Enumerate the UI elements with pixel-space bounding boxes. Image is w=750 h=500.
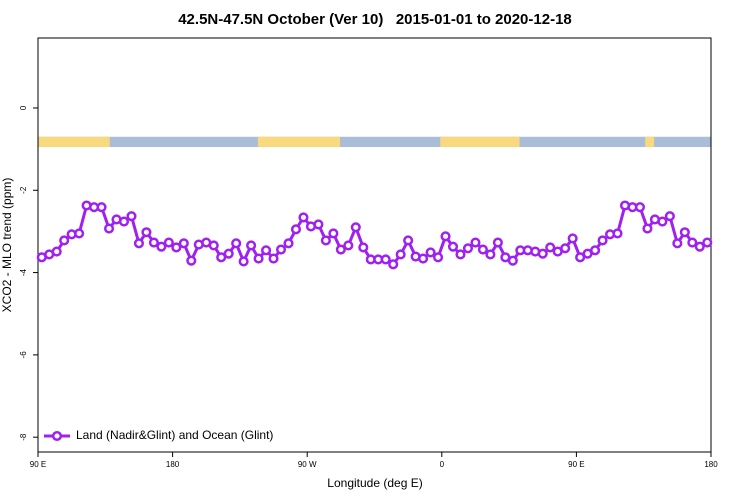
land-band xyxy=(645,136,655,148)
data-point xyxy=(186,255,197,266)
x-tick-label: 90 E xyxy=(568,460,584,469)
data-point xyxy=(350,222,361,233)
data-point xyxy=(246,240,257,251)
data-point xyxy=(261,245,272,256)
land-band xyxy=(38,136,110,148)
data-point xyxy=(642,223,653,234)
y-tick-label: -8 xyxy=(19,433,28,441)
x-axis-label: Longitude (deg E) xyxy=(327,476,422,490)
data-point xyxy=(59,235,70,246)
data-point xyxy=(275,244,287,255)
data-point xyxy=(74,228,85,239)
data-point xyxy=(96,202,107,213)
land-band xyxy=(440,136,520,148)
data-point xyxy=(470,237,481,248)
data-point xyxy=(485,249,496,260)
data-point xyxy=(171,242,182,253)
data-point xyxy=(133,238,144,249)
data-point xyxy=(126,211,137,222)
data-point xyxy=(440,231,451,242)
x-tick-label: 180 xyxy=(704,460,718,469)
data-point xyxy=(672,238,683,249)
data-point xyxy=(507,255,518,266)
x-tick-label: 90 W xyxy=(298,460,317,469)
data-point xyxy=(418,253,429,264)
land-band xyxy=(257,136,341,148)
data-point xyxy=(231,238,242,249)
data-point xyxy=(702,237,713,248)
ocean-band xyxy=(38,136,711,148)
data-point xyxy=(283,238,294,249)
data-point xyxy=(597,235,608,246)
data-point xyxy=(492,237,503,248)
y-tick-label: -4 xyxy=(19,268,28,276)
x-tick-label: 90 E xyxy=(30,460,46,469)
chart-title: 42.5N-47.5N October (Ver 10) 2015-01-01 … xyxy=(178,11,572,28)
data-point xyxy=(477,244,488,255)
y-tick-label: -6 xyxy=(19,351,28,359)
data-point xyxy=(657,216,668,227)
data-point xyxy=(380,254,391,265)
data-point xyxy=(560,243,571,254)
data-point xyxy=(163,237,174,248)
data-point xyxy=(216,252,227,263)
data-point xyxy=(328,228,339,239)
data-point xyxy=(612,228,623,239)
data-point xyxy=(358,242,369,253)
data-point xyxy=(590,245,601,256)
data-point xyxy=(156,241,167,252)
data-point xyxy=(433,252,444,263)
data-point xyxy=(238,256,249,267)
legend-label: Land (Nadir&Glint) and Ocean (Glint) xyxy=(76,428,273,442)
data-point xyxy=(178,238,189,249)
data-point xyxy=(223,248,234,259)
data-point xyxy=(343,240,354,251)
data-point xyxy=(694,241,705,252)
data-point xyxy=(395,249,406,260)
legend-marker xyxy=(51,430,63,442)
data-point xyxy=(545,242,556,253)
data-point xyxy=(425,247,436,258)
data-point xyxy=(462,243,474,254)
data-point xyxy=(575,252,586,263)
data-point xyxy=(141,227,152,238)
data-point xyxy=(268,253,279,264)
data-point xyxy=(679,227,690,238)
data-point xyxy=(447,241,459,252)
data-point xyxy=(567,233,578,244)
y-axis-label: XCO2 - MLO trend (ppm) xyxy=(0,178,14,313)
data-point xyxy=(388,259,399,270)
data-point xyxy=(320,235,331,246)
data-point xyxy=(537,248,548,259)
data-point xyxy=(290,224,302,235)
data-point xyxy=(455,249,466,260)
data-point xyxy=(253,253,264,264)
data-point xyxy=(208,240,219,251)
data-point xyxy=(118,216,130,227)
data-point xyxy=(403,235,414,246)
data-point xyxy=(148,237,159,248)
y-tick-label: 0 xyxy=(19,105,28,110)
data-point xyxy=(51,246,62,257)
x-tick-label: 180 xyxy=(166,460,180,469)
data-point xyxy=(634,202,646,213)
data-point xyxy=(664,211,675,222)
data-point xyxy=(313,219,324,230)
data-point xyxy=(298,212,309,223)
y-tick-label: -2 xyxy=(19,186,28,194)
x-tick-label: 0 xyxy=(440,460,445,469)
data-point xyxy=(335,244,346,255)
data-point xyxy=(103,223,115,234)
data-point xyxy=(687,237,698,248)
